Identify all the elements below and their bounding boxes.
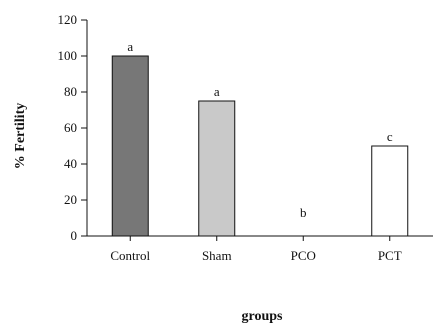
- bar-pct: [371, 145, 409, 237]
- bars: [111, 55, 409, 237]
- bar-sham: [198, 100, 236, 237]
- y-tick-label: 40: [64, 156, 77, 171]
- y-axis-ticks: 0 20 40 60 80 100 120: [58, 12, 87, 243]
- significance-label: c: [387, 129, 393, 144]
- x-axis-category-labels: Control Sham PCO PCT: [110, 236, 402, 263]
- bar-control: [111, 55, 149, 237]
- y-axis-title: % Fertility: [13, 103, 28, 169]
- significance-label: b: [300, 205, 307, 220]
- y-tick-label: 0: [71, 228, 78, 243]
- x-tick-label: Control: [110, 248, 150, 263]
- axes: [86, 20, 433, 237]
- y-tick-label: 20: [64, 192, 77, 207]
- x-tick-label: PCT: [378, 248, 402, 263]
- x-axis-title: groups: [242, 309, 284, 324]
- significance-label: a: [214, 84, 220, 99]
- x-tick-label: Sham: [202, 248, 232, 263]
- y-tick-label: 60: [64, 120, 77, 135]
- significance-label: a: [127, 39, 133, 54]
- y-tick-label: 80: [64, 84, 77, 99]
- y-tick-label: 100: [58, 48, 78, 63]
- x-tick-label: PCO: [291, 248, 316, 263]
- significance-labels: a a b c: [127, 39, 393, 220]
- y-tick-label: 120: [58, 12, 78, 27]
